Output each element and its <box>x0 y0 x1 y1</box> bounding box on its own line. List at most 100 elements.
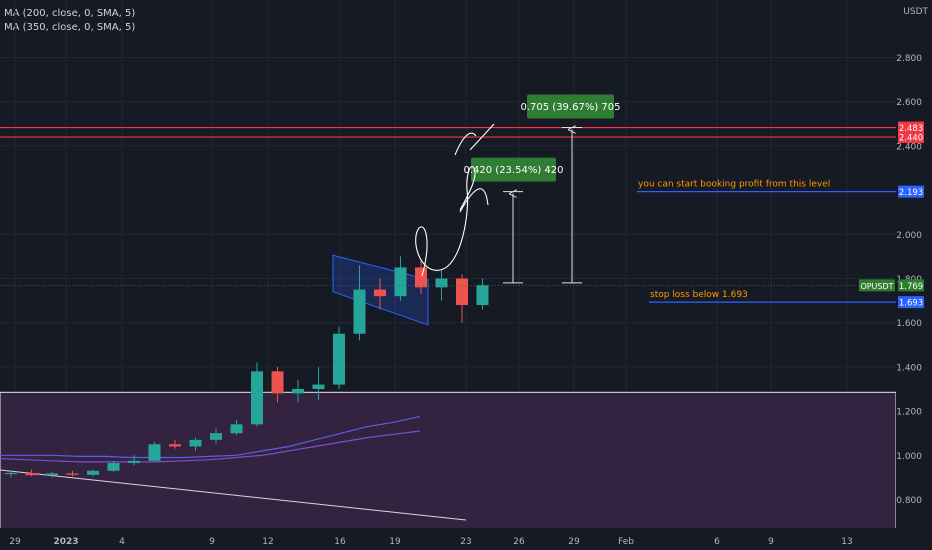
candle-body <box>189 439 202 447</box>
y-tick-label: 2.400 <box>896 142 922 152</box>
candle-body <box>333 333 345 385</box>
y-tick-label: 0.800 <box>896 496 922 506</box>
candle <box>292 380 304 403</box>
candle-body <box>374 289 386 297</box>
ma200-line <box>0 416 421 459</box>
axis-level-tag: 1.693 <box>898 296 924 309</box>
candle <box>333 327 345 389</box>
level-note: you can start booking profit from this l… <box>638 180 830 190</box>
candle <box>169 439 181 449</box>
x-tick-label: 9 <box>209 537 215 547</box>
target-box-bg <box>527 94 614 119</box>
candle <box>66 470 79 477</box>
y-tick-label: 1.400 <box>896 363 922 373</box>
candle-body <box>128 460 140 464</box>
candle-body <box>394 267 407 297</box>
projection-curve-2 <box>459 188 489 213</box>
axis-level-tag-bg <box>898 131 924 144</box>
symbol-tag-bg <box>859 279 895 292</box>
axis-level-tag-text: 1.693 <box>899 299 923 309</box>
moving-averages <box>0 416 421 463</box>
level-note: stop loss below 1.693 <box>650 290 748 300</box>
axis-level-tag-text: 2.483 <box>899 124 923 134</box>
candle-body <box>353 289 366 334</box>
axis-level-tag-text: 2.193 <box>899 188 923 198</box>
target-measurements: 0.420 (23.54%) 420 0.705 (39.67%) 705 <box>463 94 621 284</box>
candle-body <box>148 444 161 461</box>
candle <box>46 471 58 478</box>
target-box: 0.420 (23.54%) 420 <box>463 157 564 182</box>
x-tick-label: 9 <box>768 537 774 547</box>
candle-body <box>46 473 58 476</box>
candle <box>312 366 325 401</box>
axis-level-tag-text: 2.440 <box>899 134 923 144</box>
candle-body <box>312 384 325 389</box>
candle-body <box>169 444 181 447</box>
x-tick-label: 19 <box>389 537 401 547</box>
candle <box>476 278 489 310</box>
projection-line <box>469 123 495 151</box>
axis-level-tag-bg <box>898 296 924 309</box>
target-box-label: 0.420 (23.54%) 420 <box>463 165 563 176</box>
candle <box>353 265 366 341</box>
candle-body <box>107 463 120 471</box>
candles <box>5 256 489 478</box>
axis-level-tag: 2.483 <box>898 121 924 134</box>
axis-level-tag: 2.440 <box>898 131 924 144</box>
candle-body <box>251 371 263 425</box>
projection-curve-3 <box>454 132 477 156</box>
x-tick-label: 16 <box>334 537 346 547</box>
candle-body <box>435 278 448 288</box>
target-box-bg <box>471 157 556 182</box>
x-tick-label: 23 <box>460 537 471 547</box>
candle <box>374 278 386 310</box>
trend-lines <box>0 469 467 521</box>
axis-price-tag: 1.769 <box>898 279 924 292</box>
symbol-tag-text: OPUSDT <box>860 282 893 291</box>
candle-body <box>25 472 38 476</box>
axis-price-tag-bg <box>898 279 924 292</box>
x-tick-label: 13 <box>841 537 852 547</box>
candle-body <box>271 371 284 394</box>
y-tick-label: 1.600 <box>896 319 922 329</box>
axis-level-tag-bg <box>898 121 924 134</box>
x-tick-label: 26 <box>513 537 525 547</box>
y-tick-label: 2.800 <box>896 54 922 64</box>
ma200-legend[interactable]: MA (200, close, 0, SMA, 5) <box>4 8 136 19</box>
axis-level-tag-bg <box>898 185 924 198</box>
x-axis: 29 2023 4 9 12 16 19 23 26 29 Feb 6 9 13 <box>0 528 932 550</box>
x-axis-bg <box>0 528 932 550</box>
candle-body <box>415 267 427 288</box>
x-tick-label: Feb <box>618 537 634 547</box>
x-tick-label: 6 <box>714 537 720 547</box>
y-tick-label: 2.000 <box>896 231 922 241</box>
x-tick-label: 29 <box>9 537 21 547</box>
y-axis-currency: USDT <box>903 7 928 17</box>
ma350-line <box>0 430 421 463</box>
candle <box>148 442 161 462</box>
y-tick-label: 2.600 <box>896 98 922 108</box>
candle <box>394 256 407 301</box>
ma350-legend[interactable]: MA (350, close, 0, SMA, 5) <box>4 22 136 33</box>
candle-body <box>87 470 99 475</box>
candle-body <box>66 473 79 475</box>
x-tick-label: 2023 <box>53 537 78 547</box>
y-axis: USDT2.8002.6002.4002.0001.8001.6001.4001… <box>896 0 932 550</box>
y-axis-bg <box>896 0 932 550</box>
candle <box>210 428 222 445</box>
candle-body <box>292 389 304 394</box>
target-box-label: 0.705 (39.67%) 705 <box>520 102 620 113</box>
candle <box>271 366 284 403</box>
target-box: 0.705 (39.67%) 705 <box>520 94 621 119</box>
x-tick-label: 4 <box>119 537 125 547</box>
axis-level-tag: 2.193 <box>898 185 924 198</box>
hand-drawn-path <box>415 123 495 277</box>
candle-body <box>230 424 243 434</box>
candle-body <box>456 278 468 306</box>
candle <box>5 470 17 478</box>
candle <box>87 469 99 477</box>
candle <box>415 260 427 294</box>
candle-body <box>5 472 17 475</box>
y-tick-label: 1.200 <box>896 408 922 418</box>
